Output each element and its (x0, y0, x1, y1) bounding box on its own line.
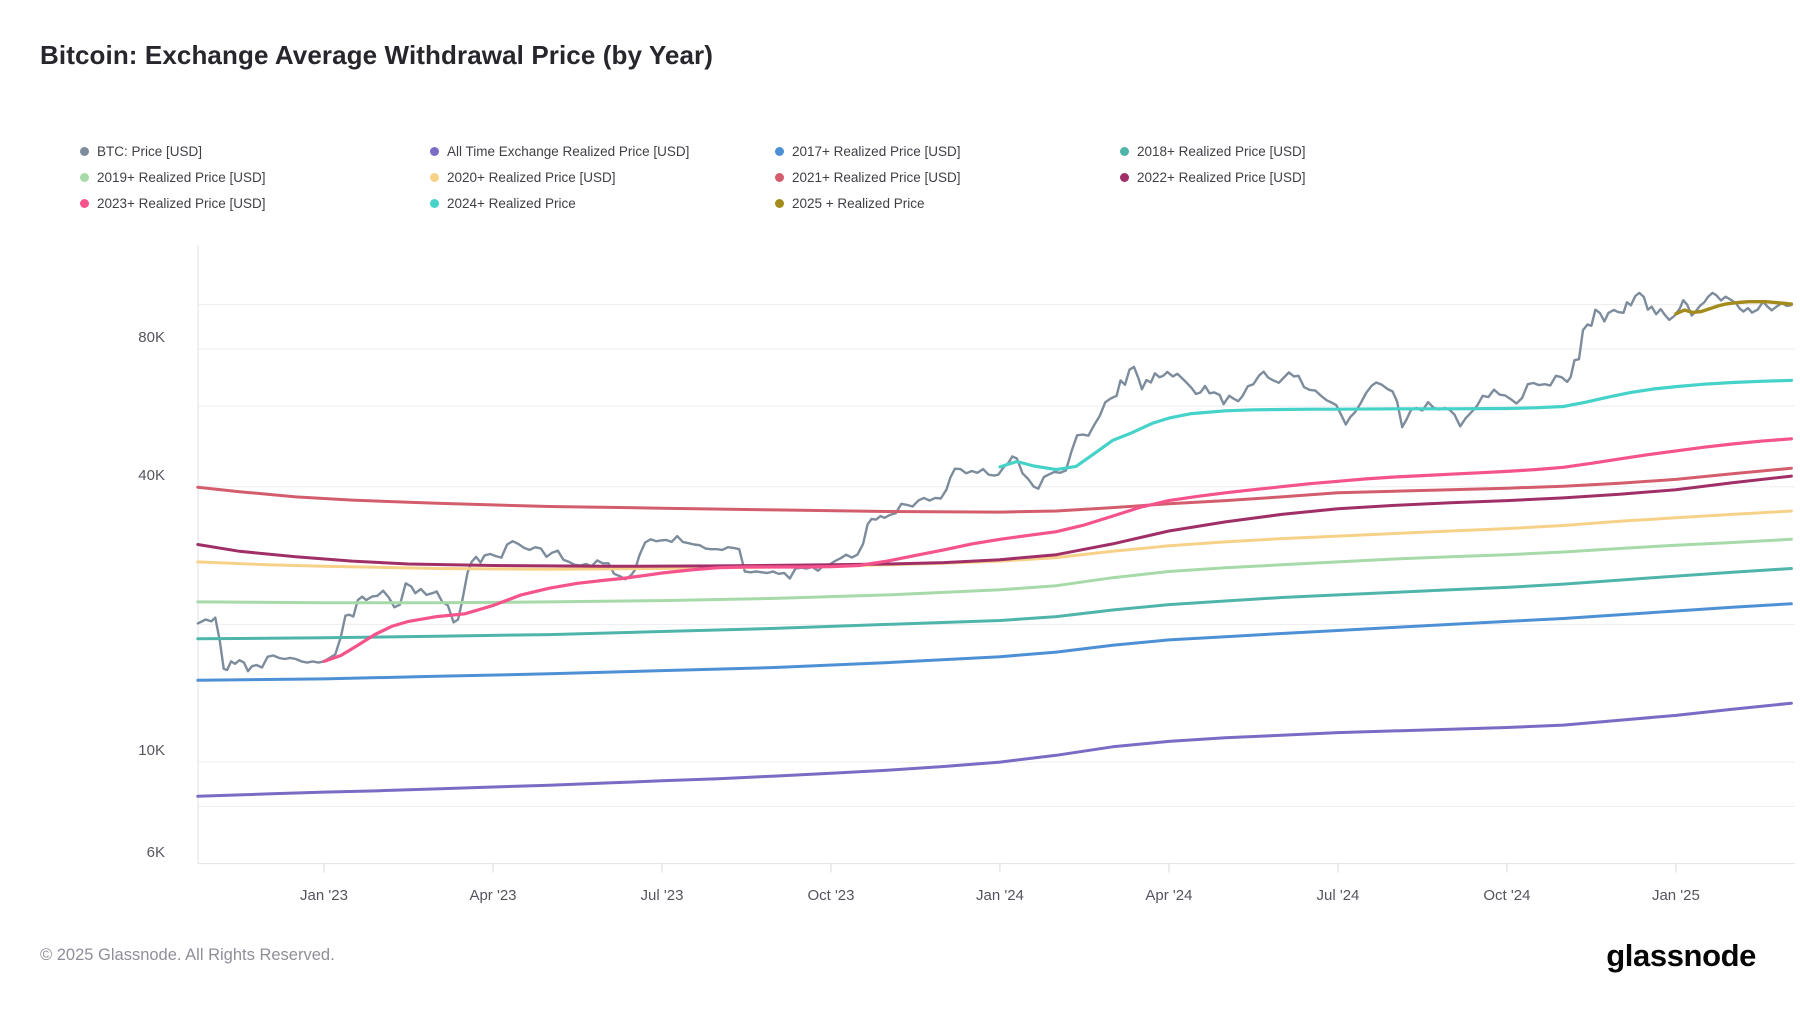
legend-item-label: 2020+ Realized Price [USD] (447, 170, 616, 185)
x-axis-label: Jul '23 (640, 887, 684, 904)
legend-item-label: 2018+ Realized Price [USD] (1137, 144, 1306, 159)
y-axis-label-10K: 10K (138, 742, 165, 760)
legend-dot-icon (430, 199, 439, 208)
legend-dot-icon (80, 147, 89, 156)
legend-dot-icon (80, 199, 89, 208)
legend-item-label: 2022+ Realized Price [USD] (1137, 170, 1306, 185)
legend-item-9[interactable]: 2023+ Realized Price [USD] (80, 195, 430, 212)
legend-item-5[interactable]: 2019+ Realized Price [USD] (80, 169, 430, 186)
legend-dot-icon (775, 199, 784, 208)
series-line-11[interactable] (1674, 300, 1794, 316)
x-axis-label: Apr '24 (1145, 887, 1193, 904)
page-title: Bitcoin: Exchange Average Withdrawal Pri… (40, 40, 713, 70)
series-line-10[interactable] (998, 378, 1793, 472)
series-line-5[interactable] (196, 537, 1793, 605)
x-axis-label: Jan '23 (300, 887, 348, 904)
legend-dot-icon (775, 147, 784, 156)
legend-item-label: 2021+ Realized Price [USD] (792, 170, 961, 185)
legend-item-1[interactable]: BTC: Price [USD] (80, 143, 430, 160)
legend-item-2[interactable]: All Time Exchange Realized Price [USD] (430, 143, 775, 160)
series-line-4[interactable] (196, 567, 1793, 641)
x-axis-label: Jul '24 (1316, 887, 1360, 904)
x-axis-label: Apr '23 (469, 887, 517, 904)
legend-item-6[interactable]: 2020+ Realized Price [USD] (430, 169, 775, 186)
legend-item-11[interactable]: 2025 + Realized Price (775, 195, 1120, 212)
legend-item-8[interactable]: 2022+ Realized Price [USD] (1120, 169, 1465, 186)
series-line-8[interactable] (196, 474, 1793, 568)
series-line-3[interactable] (196, 602, 1793, 682)
chart-legend: BTC: Price [USD] All Time Exchange Realiz… (80, 143, 1465, 212)
legend-dot-icon (775, 173, 784, 182)
x-axis-label: Jan '24 (976, 887, 1024, 904)
legend-item-label: 2019+ Realized Price [USD] (97, 170, 266, 185)
y-axis-label-80K: 80K (138, 329, 165, 346)
legend-dot-icon (430, 173, 439, 182)
legend-item-label: 2024+ Realized Price (447, 196, 576, 211)
series-line-6[interactable] (196, 509, 1793, 571)
legend-item-10[interactable]: 2024+ Realized Price (430, 195, 775, 212)
y-axis-label-40K: 40K (138, 466, 165, 484)
legend-item-label: All Time Exchange Realized Price [USD] (447, 144, 690, 159)
legend-item-label: 2025 + Realized Price (792, 196, 925, 211)
legend-dot-icon (430, 147, 439, 156)
legend-item-4[interactable]: 2018+ Realized Price [USD] (1120, 143, 1465, 160)
series-line-1[interactable] (196, 291, 1793, 673)
legend-dot-icon (80, 173, 89, 182)
legend-item-3[interactable]: 2017+ Realized Price [USD] (775, 143, 1120, 160)
x-axis-label: Oct '24 (1483, 887, 1531, 904)
legend-dot-icon (1120, 173, 1129, 182)
series-line-9[interactable] (322, 437, 1793, 663)
legend-item-label: BTC: Price [USD] (97, 144, 203, 159)
x-axis-label: Jan '25 (1651, 887, 1700, 904)
legend-item-label: 2023+ Realized Price [USD] (97, 196, 266, 211)
legend-dot-icon (1120, 147, 1129, 156)
glassnode-logo: glassnode (1606, 938, 1756, 973)
copyright-text: © 2025 Glassnode. All Rights Reserved. (40, 946, 335, 964)
series-line-2[interactable] (196, 701, 1793, 798)
legend-item-label: 2017+ Realized Price [USD] (792, 144, 961, 159)
legend-item-7[interactable]: 2021+ Realized Price [USD] (775, 169, 1120, 186)
x-axis-label: Oct '23 (807, 887, 855, 904)
y-axis-label-6K: 6K (146, 843, 165, 861)
